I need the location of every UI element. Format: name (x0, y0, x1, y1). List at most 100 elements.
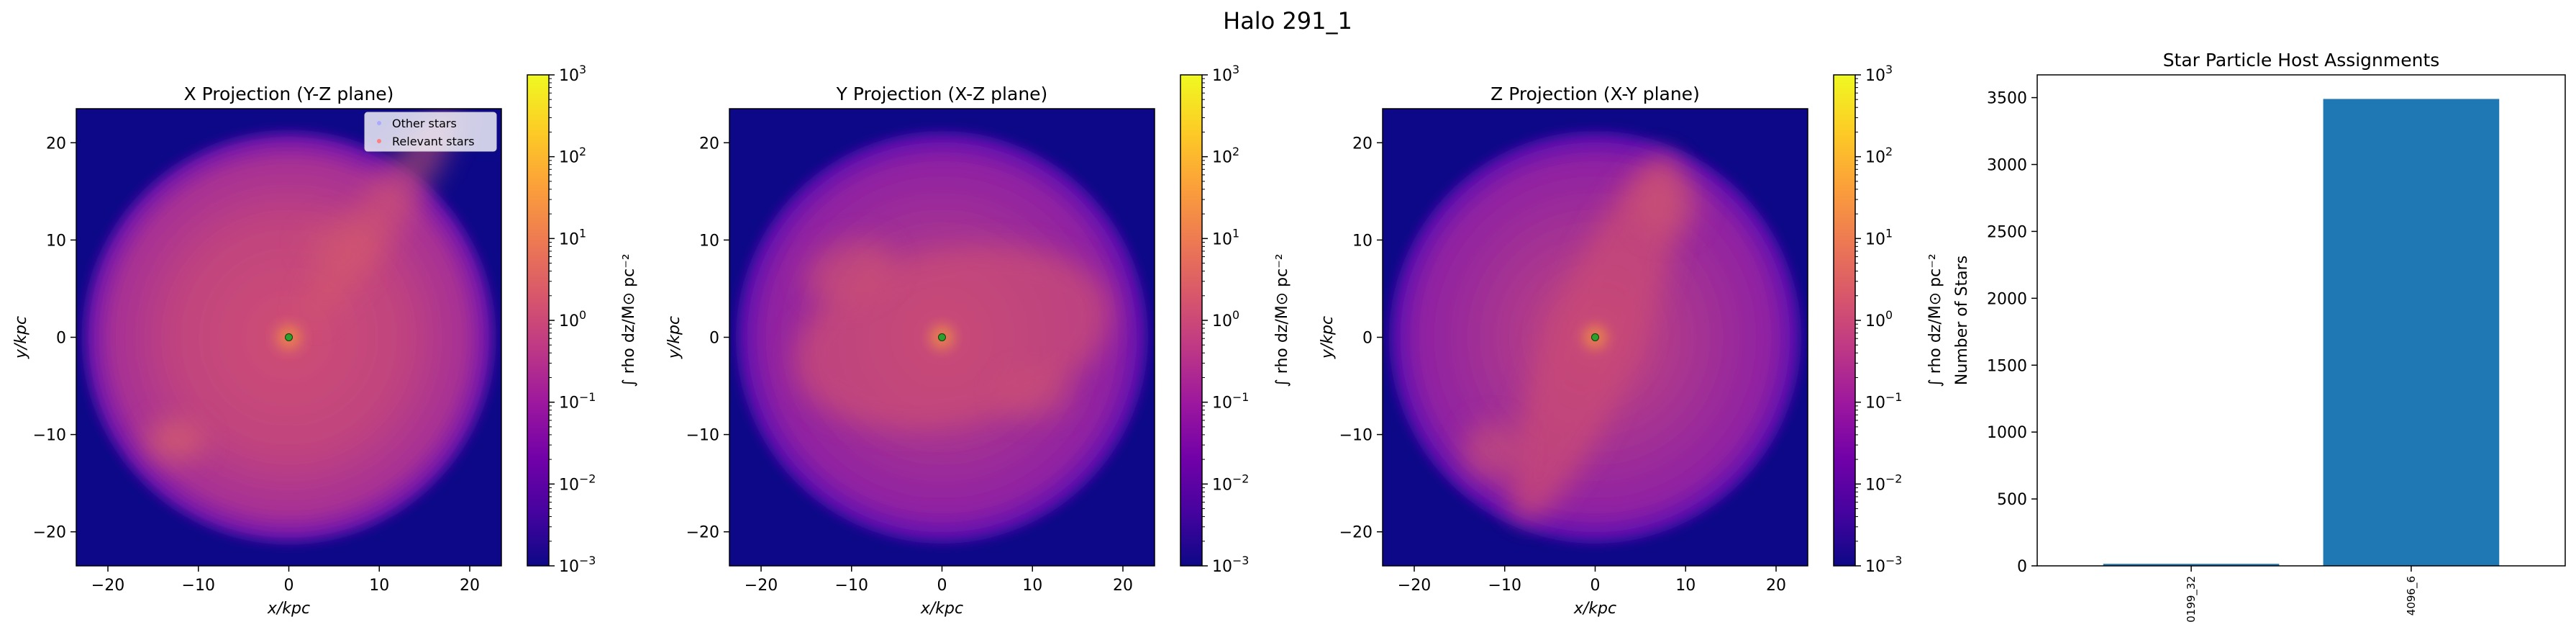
colorbar-tick-label: 10−2 (1865, 472, 1902, 494)
y-tick-label: 0 (2017, 558, 2027, 576)
x-tick-label: 4096_6 (2405, 576, 2418, 616)
central-star-marker (938, 333, 946, 341)
x-tick-label: 0 (1590, 577, 1601, 595)
y-tick-label: 500 (1997, 491, 2027, 509)
colorbar-tick-label: 102 (1865, 145, 1893, 167)
colorbar-tick-label: 102 (1212, 145, 1239, 167)
colorbar-tick-label: 101 (559, 226, 586, 248)
x-tick-label: −10 (835, 577, 868, 595)
y-axis-label: y/kpc (12, 316, 30, 359)
projection-panel-0: −20 −10 0 10 20 −20 −10 0 10 20 x/kpc y/kpc X Projec… (12, 63, 638, 618)
density-substructure (146, 420, 204, 461)
y-tick-label: 3500 (1987, 90, 2027, 108)
y-tick-label: 1500 (1987, 357, 2027, 375)
x-tick-label: 10 (1675, 577, 1696, 595)
colorbar (527, 74, 550, 567)
density-image (1383, 109, 1808, 566)
x-tick-label: 10 (1022, 577, 1042, 595)
colorbar-tick-label: 102 (559, 145, 586, 167)
density-substructure (997, 370, 1073, 420)
density-image (76, 109, 501, 566)
panel-title: Star Particle Host Assignments (2163, 50, 2440, 71)
colorbar-label: ∫ rho dz/M⊙ pc⁻² (620, 253, 638, 387)
density-substructure (303, 220, 378, 269)
x-axis-label: x/kpc (920, 600, 963, 618)
colorbar-tick-label: 10−3 (559, 554, 596, 576)
x-tick-label: 0199_32 (2185, 576, 2198, 623)
figure-title: Halo 291_1 (1223, 7, 1352, 35)
y-tick-label: 2500 (1987, 223, 2027, 241)
projection-panel-1: −20 −10 0 10 20 −20 −10 0 10 20 x/kpc y/kpc Y Projec… (665, 63, 1291, 618)
legend-frame (364, 112, 497, 152)
legend-marker-other-stars (377, 121, 381, 125)
colorbar-label: ∫ rho dz/M⊙ pc⁻² (1273, 253, 1291, 387)
y-axis-label: y/kpc (1319, 316, 1337, 359)
y-tick-label: −20 (33, 524, 66, 542)
x-tick-label: −10 (182, 577, 215, 595)
colorbar-tick-label: 10−3 (1212, 554, 1249, 576)
x-tick-label: 0 (284, 577, 294, 595)
legend: Other stars Relevant stars (364, 112, 497, 152)
density-image (729, 109, 1155, 566)
colorbar-tick-label: 101 (1212, 226, 1239, 248)
colorbar-tick-label: 10−1 (559, 390, 596, 413)
x-tick-label: 10 (369, 577, 389, 595)
y-tick-label: 20 (699, 135, 719, 153)
y-axis-label: Number of Stars (1953, 256, 1971, 385)
y-tick-label: −10 (686, 427, 719, 445)
y-tick-label: 20 (46, 135, 66, 153)
density-substructure (1463, 422, 1521, 480)
density-substructure (805, 240, 893, 303)
y-axis-label: y/kpc (665, 316, 683, 359)
x-axis-label: x/kpc (1573, 600, 1616, 618)
y-tick-label: −10 (1339, 427, 1373, 445)
x-tick-label: −10 (1488, 577, 1521, 595)
y-tick-label: 0 (1362, 330, 1373, 348)
y-tick-label: 20 (1352, 135, 1373, 153)
central-star-marker (285, 333, 293, 341)
colorbar-tick-label: 100 (1212, 308, 1239, 330)
x-tick-label: 20 (460, 577, 480, 595)
colorbar-label: ∫ rho dz/M⊙ pc⁻² (1926, 253, 1944, 387)
host-assignment-bar-chart: 0199_32 4096_6 0 500 1000 1500 2000 2500 3000 350… (1953, 50, 2566, 623)
x-tick-label: 20 (1113, 577, 1133, 595)
bar-4096_6 (2323, 99, 2500, 566)
density-substructure (1634, 170, 1701, 237)
bar-0199_32 (2103, 564, 2280, 566)
colorbar-tick-label: 10−2 (559, 472, 596, 494)
y-tick-label: 0 (56, 330, 66, 348)
x-tick-label: −20 (1398, 577, 1431, 595)
colorbar-tick-label: 10−2 (1212, 472, 1249, 494)
colorbar-tick-label: 100 (559, 308, 586, 330)
colorbar-tick-label: 103 (1212, 63, 1239, 85)
x-tick-label: 0 (937, 577, 947, 595)
axes-frame (2036, 74, 2566, 567)
colorbar-tick-label: 103 (1865, 63, 1893, 85)
panel-title: Z Projection (X-Y plane) (1490, 84, 1700, 104)
x-tick-label: −20 (745, 577, 778, 595)
colorbar (1180, 74, 1203, 567)
x-axis-label: x/kpc (267, 600, 310, 618)
y-tick-label: −20 (1339, 524, 1373, 542)
panel-title: X Projection (Y-Z plane) (184, 84, 394, 104)
y-tick-label: 1000 (1987, 424, 2027, 442)
colorbar (1833, 74, 1856, 567)
legend-label: Other stars (392, 117, 457, 130)
colorbar-tick-label: 10−1 (1212, 390, 1249, 413)
colorbar-tick-label: 101 (1865, 226, 1893, 248)
legend-marker-relevant-stars (377, 139, 381, 143)
y-tick-label: 10 (699, 232, 719, 250)
x-tick-label: −20 (91, 577, 124, 595)
y-tick-label: −20 (686, 524, 719, 542)
y-tick-label: 10 (1352, 232, 1373, 250)
y-tick-label: 2000 (1987, 290, 2027, 308)
legend-label: Relevant stars (392, 135, 475, 148)
colorbar-tick-label: 10−1 (1865, 390, 1902, 413)
y-tick-label: −10 (33, 427, 66, 445)
y-tick-label: 0 (709, 330, 719, 348)
panel-title: Y Projection (X-Z plane) (836, 84, 1048, 104)
colorbar-tick-label: 103 (559, 63, 586, 85)
projection-panel-2: −20 −10 0 10 20 −20 −10 0 10 20 x/kpc y/kpc Z Projec… (1319, 63, 1944, 618)
colorbar-tick-label: 100 (1865, 308, 1893, 330)
